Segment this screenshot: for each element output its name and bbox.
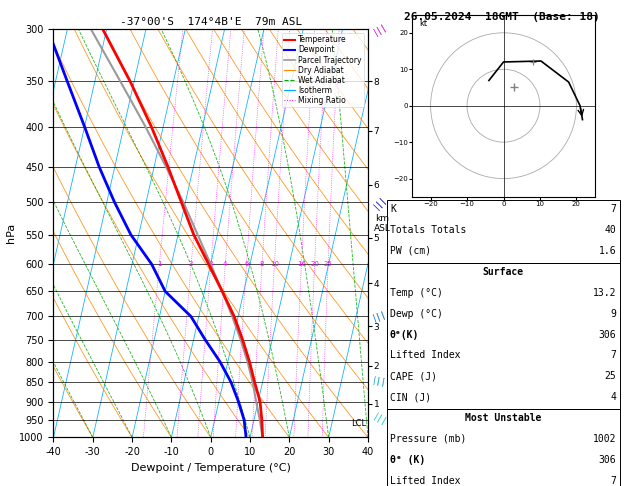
Text: |||: ||| <box>371 412 389 428</box>
Text: Pressure (mb): Pressure (mb) <box>390 434 466 444</box>
X-axis label: Dewpoint / Temperature (°C): Dewpoint / Temperature (°C) <box>131 463 291 473</box>
Text: |||: ||| <box>371 194 388 211</box>
Text: 3: 3 <box>209 261 213 267</box>
Text: 7: 7 <box>611 476 616 486</box>
Text: 25: 25 <box>324 261 333 267</box>
Text: 40: 40 <box>604 225 616 235</box>
Text: |||: ||| <box>371 21 389 37</box>
Text: Dewp (°C): Dewp (°C) <box>390 309 443 319</box>
Text: kt: kt <box>420 18 428 28</box>
Text: 306: 306 <box>599 455 616 465</box>
Text: CIN (J): CIN (J) <box>390 392 431 402</box>
Text: 6: 6 <box>244 261 248 267</box>
Text: LCL: LCL <box>351 419 366 428</box>
Text: 20: 20 <box>310 261 319 267</box>
Text: 25: 25 <box>604 371 616 382</box>
Text: Most Unstable: Most Unstable <box>465 413 542 423</box>
Text: 9: 9 <box>611 309 616 319</box>
Title: -37°00'S  174°4B'E  79m ASL: -37°00'S 174°4B'E 79m ASL <box>120 17 302 27</box>
Text: 1: 1 <box>157 261 162 267</box>
Text: 1.6: 1.6 <box>599 246 616 256</box>
Text: Surface: Surface <box>482 267 524 277</box>
Text: 13.2: 13.2 <box>593 288 616 298</box>
Text: 4: 4 <box>611 392 616 402</box>
Text: Temp (°C): Temp (°C) <box>390 288 443 298</box>
Text: 7: 7 <box>611 204 616 214</box>
Legend: Temperature, Dewpoint, Parcel Trajectory, Dry Adiabat, Wet Adiabat, Isotherm, Mi: Temperature, Dewpoint, Parcel Trajectory… <box>282 33 364 107</box>
Text: 10: 10 <box>270 261 279 267</box>
Y-axis label: km
ASL: km ASL <box>374 214 391 233</box>
Text: |||: ||| <box>371 377 387 388</box>
Text: Totals Totals: Totals Totals <box>390 225 466 235</box>
Text: 26.05.2024  18GMT  (Base: 18): 26.05.2024 18GMT (Base: 18) <box>404 12 599 22</box>
Text: |||: ||| <box>371 310 388 323</box>
Text: 306: 306 <box>599 330 616 340</box>
Text: K: K <box>390 204 396 214</box>
Text: θᵉ (K): θᵉ (K) <box>390 455 425 465</box>
Text: 4: 4 <box>223 261 228 267</box>
Text: 8: 8 <box>260 261 264 267</box>
Text: 16: 16 <box>297 261 306 267</box>
Text: Lifted Index: Lifted Index <box>390 350 460 361</box>
Text: 2: 2 <box>189 261 193 267</box>
Text: 7: 7 <box>611 350 616 361</box>
Text: Lifted Index: Lifted Index <box>390 476 460 486</box>
Text: CAPE (J): CAPE (J) <box>390 371 437 382</box>
Y-axis label: hPa: hPa <box>6 223 16 243</box>
Text: PW (cm): PW (cm) <box>390 246 431 256</box>
Text: θᵉ(K): θᵉ(K) <box>390 330 420 340</box>
Text: 1002: 1002 <box>593 434 616 444</box>
